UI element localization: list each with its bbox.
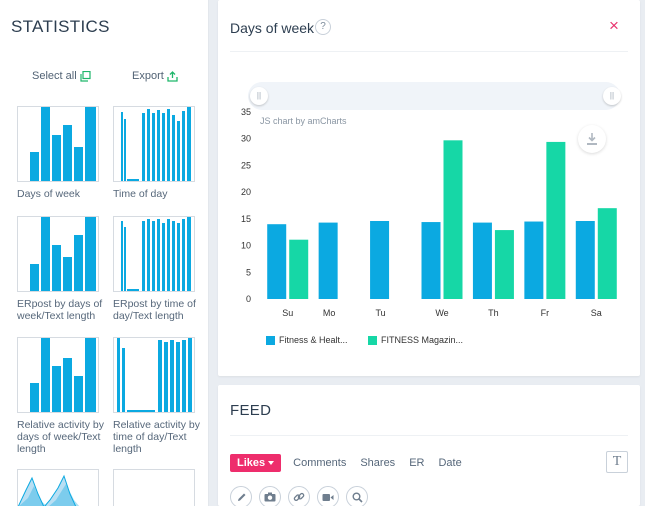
- upload-icon: [167, 70, 178, 82]
- divider: [230, 51, 628, 52]
- search-icon[interactable]: [346, 486, 368, 506]
- divider: [230, 435, 628, 436]
- thumb-relative-time[interactable]: [113, 337, 195, 413]
- feed-title: FEED: [230, 402, 272, 419]
- thumb-empty[interactable]: [113, 469, 195, 506]
- copy-icon: [80, 70, 91, 82]
- text-toggle-button[interactable]: T: [606, 451, 628, 473]
- export-button[interactable]: Export: [132, 70, 178, 82]
- legend-label: Fitness & Healt...: [279, 335, 348, 345]
- bar-mo-series-1[interactable]: [318, 222, 338, 299]
- help-icon[interactable]: ?: [315, 19, 331, 35]
- y-tick-label: 5: [246, 267, 251, 277]
- bar-sa-series-1[interactable]: [575, 220, 595, 299]
- feed-tools: [230, 486, 368, 506]
- thumb-label: ERpost by time of day/Text length: [113, 298, 196, 322]
- bar-su-series-1[interactable]: [267, 224, 287, 299]
- tab-date[interactable]: Date: [438, 457, 462, 469]
- y-tick-label: 0: [246, 294, 251, 304]
- link-icon[interactable]: [288, 486, 310, 506]
- thumb-erpost-days[interactable]: [17, 216, 99, 292]
- tab-label: Likes: [237, 457, 266, 469]
- scrollbar-left-grip[interactable]: ||: [250, 87, 268, 105]
- thumb-label: Time of day: [113, 188, 168, 200]
- bar-sa-series-2[interactable]: [597, 208, 617, 299]
- feed-sort-tabs: Likes Comments Shares ER Date: [230, 454, 476, 472]
- legend-swatch: [266, 335, 275, 345]
- legend-label: FITNESS Magazin...: [381, 335, 464, 345]
- statistics-panel: STATISTICS Select all Export Days: [0, 0, 209, 506]
- thumb-time-of-day[interactable]: [113, 106, 195, 182]
- download-button[interactable]: [578, 125, 606, 153]
- bar-su-series-2[interactable]: [289, 239, 309, 299]
- tab-er[interactable]: ER: [409, 457, 425, 469]
- bar-we-series-1[interactable]: [421, 222, 441, 299]
- bar-fr-series-2[interactable]: [546, 141, 566, 299]
- thumb-label: Relative activity by days of week/Text l…: [17, 419, 104, 455]
- thumb-area-chart[interactable]: [17, 469, 99, 506]
- feed-card: FEED Likes Comments Shares ER Date T: [218, 385, 640, 506]
- statistics-title: STATISTICS: [11, 17, 110, 36]
- days-of-week-chart: 35 30 25 20 15 10 5 0 Su Mo Tu We Th Fr Sa: [241, 107, 617, 318]
- scrollbar-right-grip[interactable]: ||: [603, 87, 621, 105]
- statistics-actions: Select all Export: [0, 70, 209, 86]
- x-tick-label: Fr: [541, 308, 550, 318]
- select-all-button[interactable]: Select all: [32, 70, 91, 82]
- y-tick-label: 20: [241, 187, 251, 197]
- tab-shares[interactable]: Shares: [360, 457, 396, 469]
- legend-swatch: [368, 335, 377, 345]
- thumb-days-of-week[interactable]: [17, 106, 99, 182]
- legend-item-1[interactable]: Fitness & Healt...: [266, 334, 348, 346]
- thumb-erpost-time[interactable]: [113, 216, 195, 292]
- camera-icon[interactable]: [259, 486, 281, 506]
- bar-fr-series-1[interactable]: [524, 221, 544, 299]
- download-icon: [587, 133, 597, 145]
- bar-th-series-2[interactable]: [494, 230, 514, 299]
- pencil-icon[interactable]: [230, 486, 252, 506]
- thumb-relative-days[interactable]: [17, 337, 99, 413]
- tab-comments[interactable]: Comments: [293, 457, 347, 469]
- chart-scrollbar[interactable]: [248, 82, 620, 110]
- thumb-label: Days of week: [17, 188, 81, 200]
- chart-credit[interactable]: JS chart by amCharts: [260, 116, 347, 126]
- legend-item-2[interactable]: FITNESS Magazin...: [368, 334, 463, 346]
- card-title: Days of week: [230, 20, 315, 36]
- x-tick-label: Tu: [375, 308, 385, 318]
- x-tick-label: Su: [282, 308, 293, 318]
- x-tick-label: We: [435, 308, 448, 318]
- y-tick-label: 30: [241, 134, 251, 144]
- y-tick-label: 10: [241, 241, 251, 251]
- x-tick-label: Mo: [323, 308, 336, 318]
- bar-th-series-1[interactable]: [472, 222, 492, 299]
- days-of-week-card: Days of week ? × || || JS chart by amCha…: [218, 0, 640, 376]
- bar-tu-series-1[interactable]: [370, 220, 390, 299]
- thumb-label: ERpost by days of week/Text length: [17, 298, 103, 322]
- thumb-label: Relative activity by time of day/Text le…: [113, 419, 200, 455]
- x-tick-label: Sa: [591, 308, 602, 318]
- x-tick-label: Th: [488, 308, 499, 318]
- y-tick-label: 15: [241, 214, 251, 224]
- video-icon[interactable]: [317, 486, 339, 506]
- chevron-down-icon: [268, 461, 275, 466]
- bar-we-series-2[interactable]: [443, 140, 463, 299]
- y-tick-label: 35: [241, 107, 251, 117]
- select-all-label: Select all: [32, 70, 77, 82]
- y-tick-label: 25: [241, 160, 251, 170]
- tab-likes[interactable]: Likes: [230, 454, 282, 472]
- export-label: Export: [132, 70, 164, 82]
- close-icon[interactable]: ×: [609, 16, 619, 35]
